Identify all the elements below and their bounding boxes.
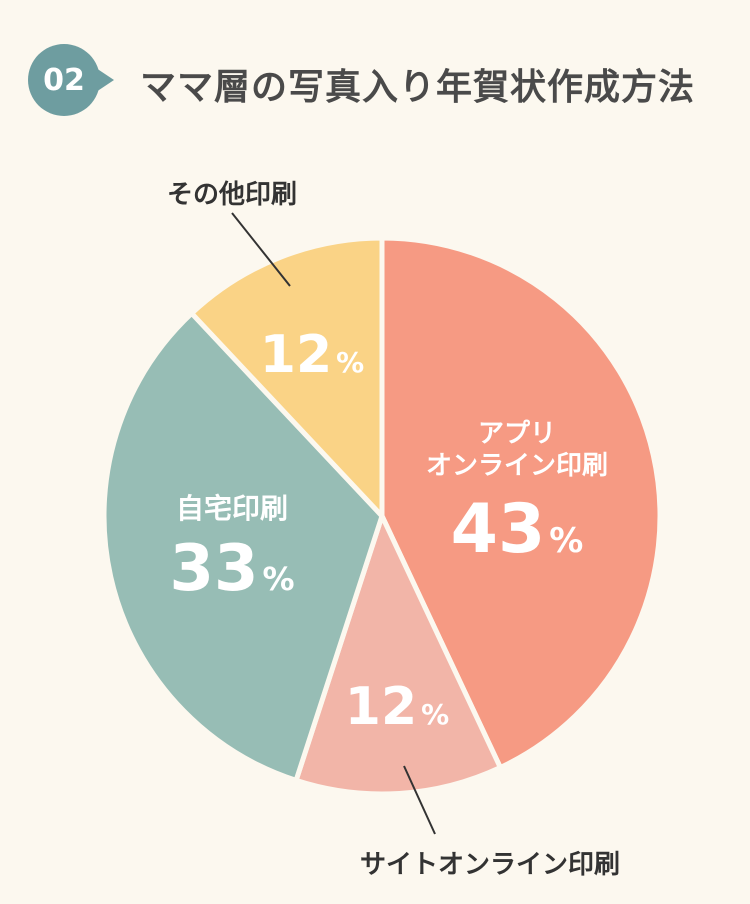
leader-line-4 xyxy=(231,212,291,287)
chart-title: ママ層の写真入り年賀状作成方法 xyxy=(140,67,696,108)
slice-value-2: 12 xyxy=(345,677,417,737)
pie-slice-2 xyxy=(293,513,503,797)
slice-value-1: 43 xyxy=(451,490,546,569)
pie-slice-3 xyxy=(101,310,385,783)
pie-slice-4 xyxy=(189,235,385,519)
section-number: 02 xyxy=(43,62,85,98)
slice-percent-4: 12% xyxy=(260,325,364,385)
slice-label-1-line-1: アプリ xyxy=(478,419,556,449)
slice-percent-1: 43% xyxy=(451,490,584,569)
slice-label-4: その他印刷 xyxy=(167,180,297,210)
slice-label-1-line-2: オンライン印刷 xyxy=(426,451,608,481)
pie-slice-1 xyxy=(379,235,663,771)
slice-label-2: サイトオンライン印刷 xyxy=(360,850,620,880)
slice-unit-4: % xyxy=(336,346,364,379)
slice-percent-2: 12% xyxy=(345,677,449,737)
slice-unit-3: % xyxy=(263,560,295,598)
slice-value-3: 33 xyxy=(169,532,258,606)
chart-header: 02 ママ層の写真入り年賀状作成方法 xyxy=(0,0,750,130)
slice-unit-1: % xyxy=(549,521,583,561)
slice-unit-2: % xyxy=(421,698,449,731)
badge-pointer-icon xyxy=(96,68,114,92)
slice-label-3: 自宅印刷 xyxy=(176,492,288,525)
slice-percent-3: 33% xyxy=(169,532,294,606)
section-number-badge: 02 xyxy=(28,44,100,116)
leader-line-2 xyxy=(403,765,436,835)
slice-value-4: 12 xyxy=(260,325,332,385)
